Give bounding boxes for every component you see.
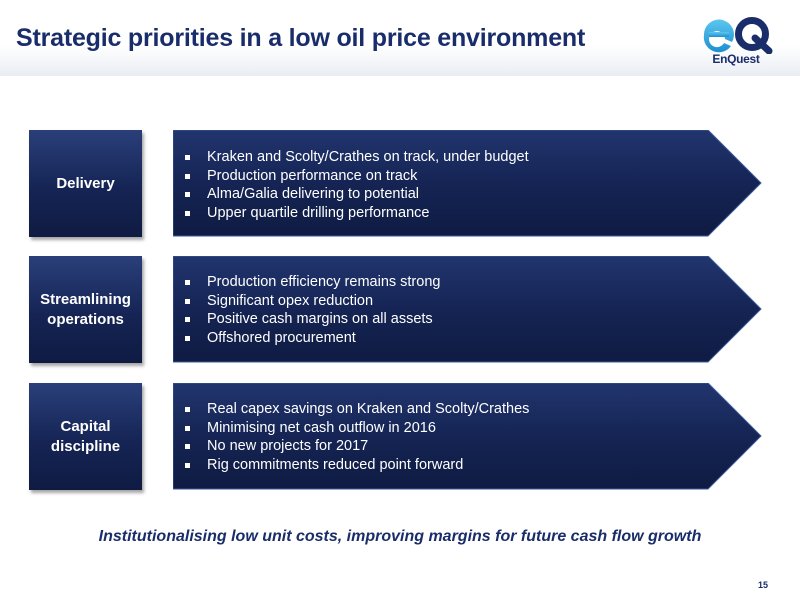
bullet-square-icon (185, 425, 190, 431)
list-item: Offshored procurement (183, 329, 440, 348)
list-item: No new projects for 2017 (183, 437, 529, 456)
bullet-list-capital: Real capex savings on Kraken and Scolty/… (183, 400, 529, 474)
enquest-logo-icon (703, 17, 773, 55)
list-item: Upper quartile drilling performance (183, 204, 529, 223)
bullet-square-icon (185, 173, 190, 179)
section-arrow-capital (173, 383, 763, 491)
bullet-square-icon (185, 317, 190, 322)
page-number: 15 (758, 580, 769, 590)
list-item: Alma/Galia delivering to potential (183, 185, 529, 204)
list-item: Minimising net cash outflow in 2016 (183, 419, 529, 438)
bullet-square-icon (185, 298, 190, 304)
section-arrow-delivery (173, 130, 763, 238)
list-item: Kraken and Scolty/Crathes on track, unde… (183, 148, 529, 167)
bullet-list-delivery: Kraken and Scolty/Crathes on track, unde… (183, 148, 529, 222)
list-item: Rig commitments reduced point forward (183, 456, 529, 475)
bullet-list-streamlining: Production efficiency remains strong Sig… (183, 273, 440, 347)
section-arrow-streamlining (173, 256, 763, 364)
bullet-square-icon (185, 210, 190, 216)
bullet-square-icon (185, 280, 190, 285)
bullet-square-icon (185, 407, 190, 412)
bullet-square-icon (185, 444, 190, 449)
list-item: Production efficiency remains strong (183, 273, 440, 292)
enquest-logo: EnQuest (700, 14, 774, 70)
section-label-delivery: Delivery (29, 130, 142, 237)
slide-title: Strategic priorities in a low oil price … (16, 24, 586, 52)
bullet-square-icon (185, 335, 190, 341)
list-item: Real capex savings on Kraken and Scolty/… (183, 400, 529, 419)
logo-wordmark: EnQuest (712, 52, 760, 66)
bullet-square-icon (185, 192, 190, 197)
slide-tagline: Institutionalising low unit costs, impro… (98, 528, 702, 545)
section-label-streamlining: Streamlining operations (29, 256, 142, 363)
list-item: Significant opex reduction (183, 292, 440, 311)
list-item: Production performance on track (183, 167, 529, 186)
bullet-square-icon (185, 462, 190, 468)
section-label-capital: Capital discipline (29, 383, 142, 490)
list-item: Positive cash margins on all assets (183, 310, 440, 329)
slide-header: Strategic priorities in a low oil price … (0, 0, 800, 76)
bullet-square-icon (185, 155, 190, 160)
